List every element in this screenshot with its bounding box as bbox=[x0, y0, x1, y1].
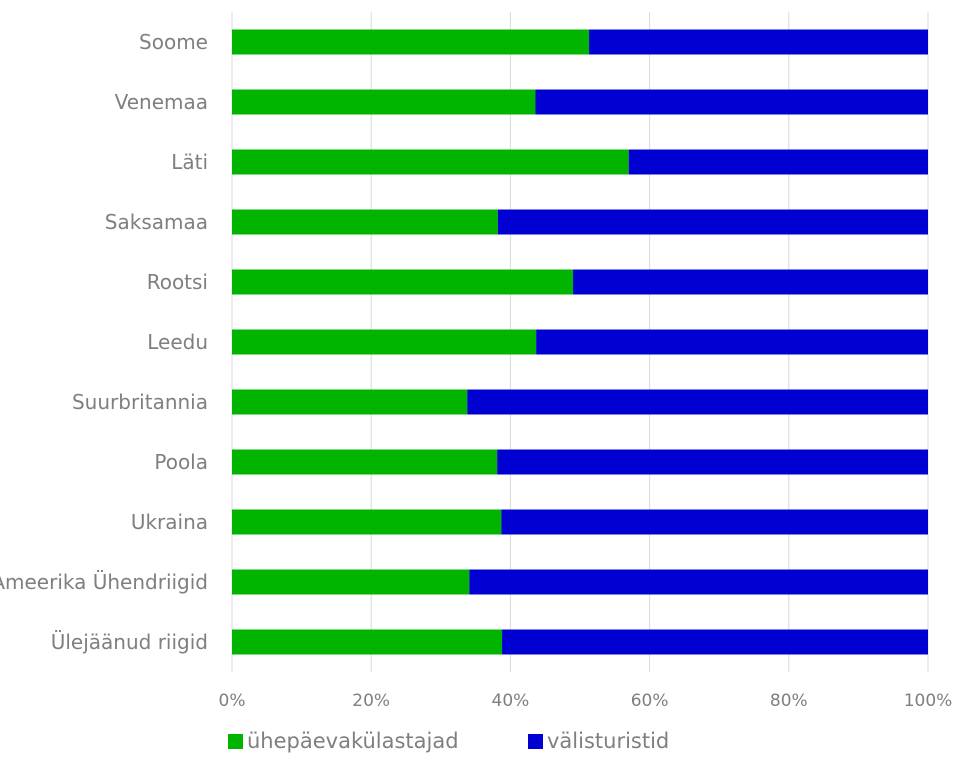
bar-segment bbox=[232, 269, 574, 295]
x-tick-labels: 0% 20% 40% 60% 80% 100% bbox=[219, 691, 953, 711]
category-label: Soome bbox=[139, 30, 208, 54]
x-tick-label: 80% bbox=[770, 691, 808, 711]
legend: ühepäevakülastajad välisturistid bbox=[228, 729, 669, 753]
bar-segment bbox=[628, 149, 928, 175]
category-label: Ukraina bbox=[131, 510, 208, 534]
category-label: Ameerika Ühendriigid bbox=[0, 570, 208, 594]
bar-segment bbox=[536, 329, 928, 355]
category-label: Saksamaa bbox=[105, 210, 208, 234]
bar-segment bbox=[232, 389, 468, 415]
category-label: Leedu bbox=[147, 330, 208, 354]
x-tick-label: 60% bbox=[631, 691, 669, 711]
bar-segment bbox=[232, 449, 498, 475]
bar-segment bbox=[502, 629, 928, 655]
x-tick-label: 20% bbox=[352, 691, 390, 711]
bar-segment bbox=[501, 509, 928, 535]
bar-segment bbox=[232, 149, 629, 175]
bar-segment bbox=[232, 509, 502, 535]
x-tick-label: 100% bbox=[904, 691, 953, 711]
category-labels: Soome Venemaa Läti Saksamaa Rootsi Leedu Suurb… bbox=[0, 30, 208, 654]
bar-segment bbox=[232, 629, 503, 655]
bar-segment bbox=[497, 209, 928, 235]
category-label: Suurbritannia bbox=[72, 390, 208, 414]
category-label: Läti bbox=[171, 150, 208, 174]
bar-segment bbox=[467, 389, 928, 415]
bar-segment bbox=[232, 569, 470, 595]
bar-segment bbox=[232, 209, 498, 235]
category-label: Ülejäänud riigid bbox=[51, 630, 208, 654]
category-label: Poola bbox=[154, 450, 208, 474]
legend-swatch bbox=[528, 734, 543, 749]
bars bbox=[232, 29, 928, 655]
x-tick-label: 0% bbox=[219, 691, 246, 711]
bar-segment bbox=[232, 329, 537, 355]
legend-swatch bbox=[228, 734, 243, 749]
category-label: Rootsi bbox=[147, 270, 208, 294]
x-tick-label: 40% bbox=[492, 691, 530, 711]
bar-segment bbox=[589, 29, 928, 55]
category-label: Venemaa bbox=[115, 90, 208, 114]
bar-segment bbox=[469, 569, 928, 595]
bar-segment bbox=[232, 29, 590, 55]
bar-segment bbox=[535, 89, 928, 115]
bar-segment bbox=[232, 89, 536, 115]
bar-segment bbox=[497, 449, 928, 475]
legend-label: ühepäevakülastajad bbox=[247, 729, 459, 753]
bar-segment bbox=[573, 269, 928, 295]
legend-label: välisturistid bbox=[547, 729, 669, 753]
